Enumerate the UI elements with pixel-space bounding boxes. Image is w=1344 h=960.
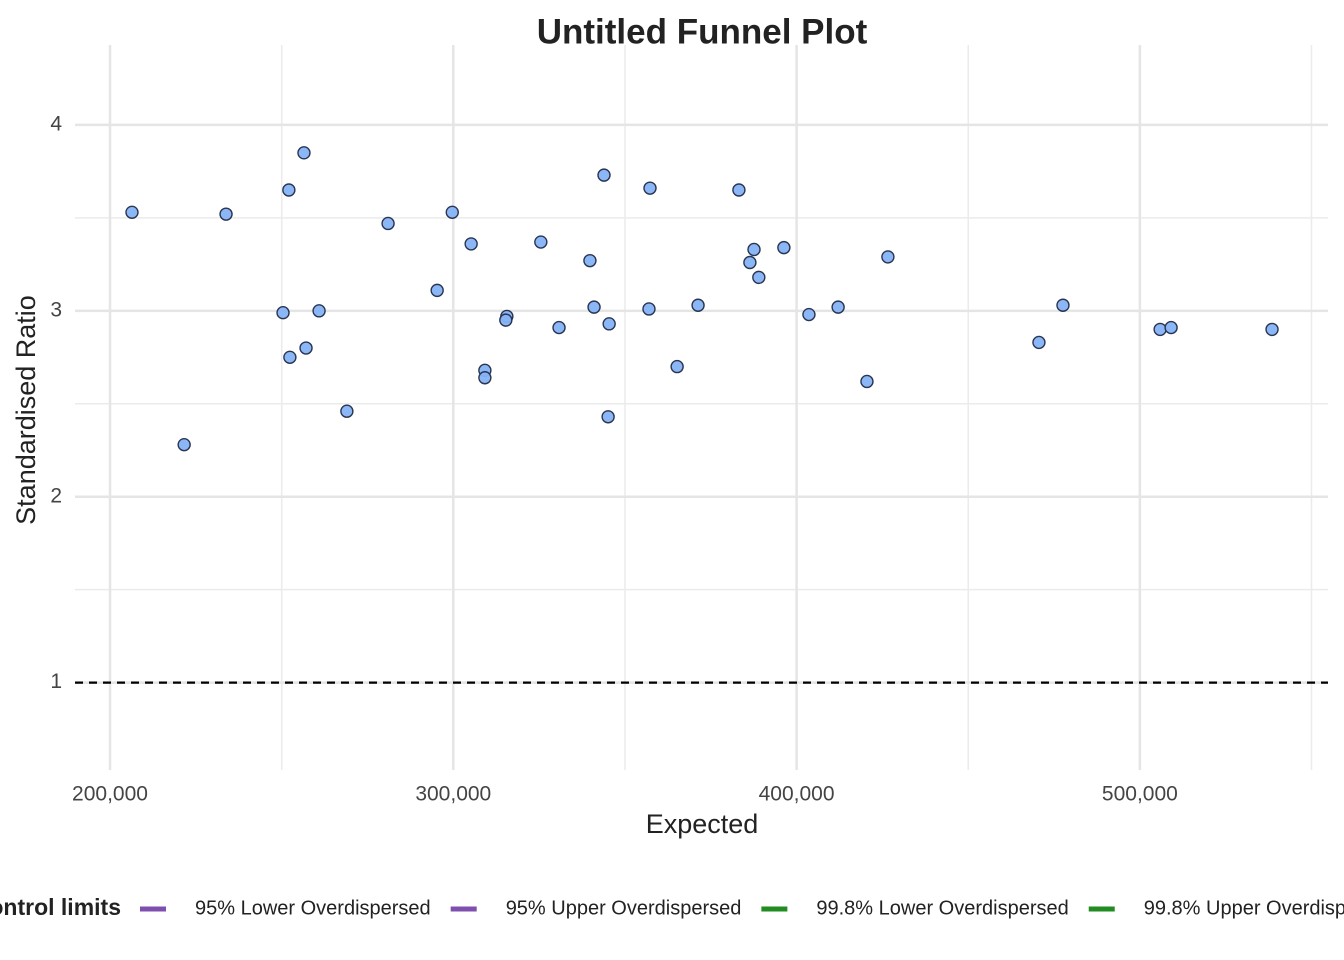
point <box>299 341 313 355</box>
point <box>643 181 657 195</box>
point <box>743 255 757 270</box>
x-tick-label: 500,000 <box>1102 783 1178 806</box>
point <box>464 237 478 251</box>
y-tick-label: 2 <box>50 484 62 507</box>
chart-title: Untitled Funnel Plot <box>537 12 868 51</box>
point <box>478 371 492 385</box>
point <box>1265 322 1279 337</box>
point <box>499 313 513 327</box>
point <box>312 304 326 318</box>
legend-label: 95% Lower Overdispersed <box>195 897 431 919</box>
x-axis-label: Expected <box>646 809 759 839</box>
point <box>670 359 684 374</box>
point <box>752 270 766 285</box>
legend-label: 95% Upper Overdispersed <box>506 897 742 919</box>
x-tick-label: 200,000 <box>72 783 148 806</box>
point <box>1032 335 1046 350</box>
point <box>831 300 845 314</box>
x-tick-label: 400,000 <box>759 783 835 806</box>
point <box>381 216 395 231</box>
point <box>587 300 601 314</box>
point <box>1056 298 1070 312</box>
x-tick-label: 300,000 <box>415 783 491 806</box>
point <box>691 298 705 312</box>
point <box>282 183 296 197</box>
point <box>177 437 191 452</box>
legend-label: 99.8% Upper Overdispersed <box>1144 897 1344 919</box>
point <box>1153 322 1167 337</box>
y-axis-label: Standardised Ratio <box>11 295 41 525</box>
point <box>430 283 444 298</box>
y-tick-label: 1 <box>50 670 62 693</box>
point <box>602 317 616 331</box>
point <box>283 350 297 365</box>
legend-label: 99.8% Lower Overdispersed <box>816 897 1068 919</box>
y-tick-label: 4 <box>50 112 62 135</box>
point <box>802 307 816 322</box>
point <box>340 404 354 418</box>
point <box>860 374 874 389</box>
point <box>601 410 615 424</box>
legend-title: Control limits <box>0 894 121 920</box>
point <box>732 183 746 197</box>
point <box>642 302 656 316</box>
point <box>445 205 459 220</box>
point <box>597 168 611 182</box>
point <box>125 205 139 220</box>
point <box>534 235 548 249</box>
point <box>583 253 597 268</box>
point <box>777 240 791 255</box>
point <box>552 320 566 335</box>
y-tick-label: 3 <box>50 298 62 321</box>
point <box>747 242 761 257</box>
point <box>1164 320 1178 335</box>
point <box>881 250 895 264</box>
point <box>297 146 311 160</box>
point <box>219 207 233 221</box>
point <box>276 305 290 320</box>
